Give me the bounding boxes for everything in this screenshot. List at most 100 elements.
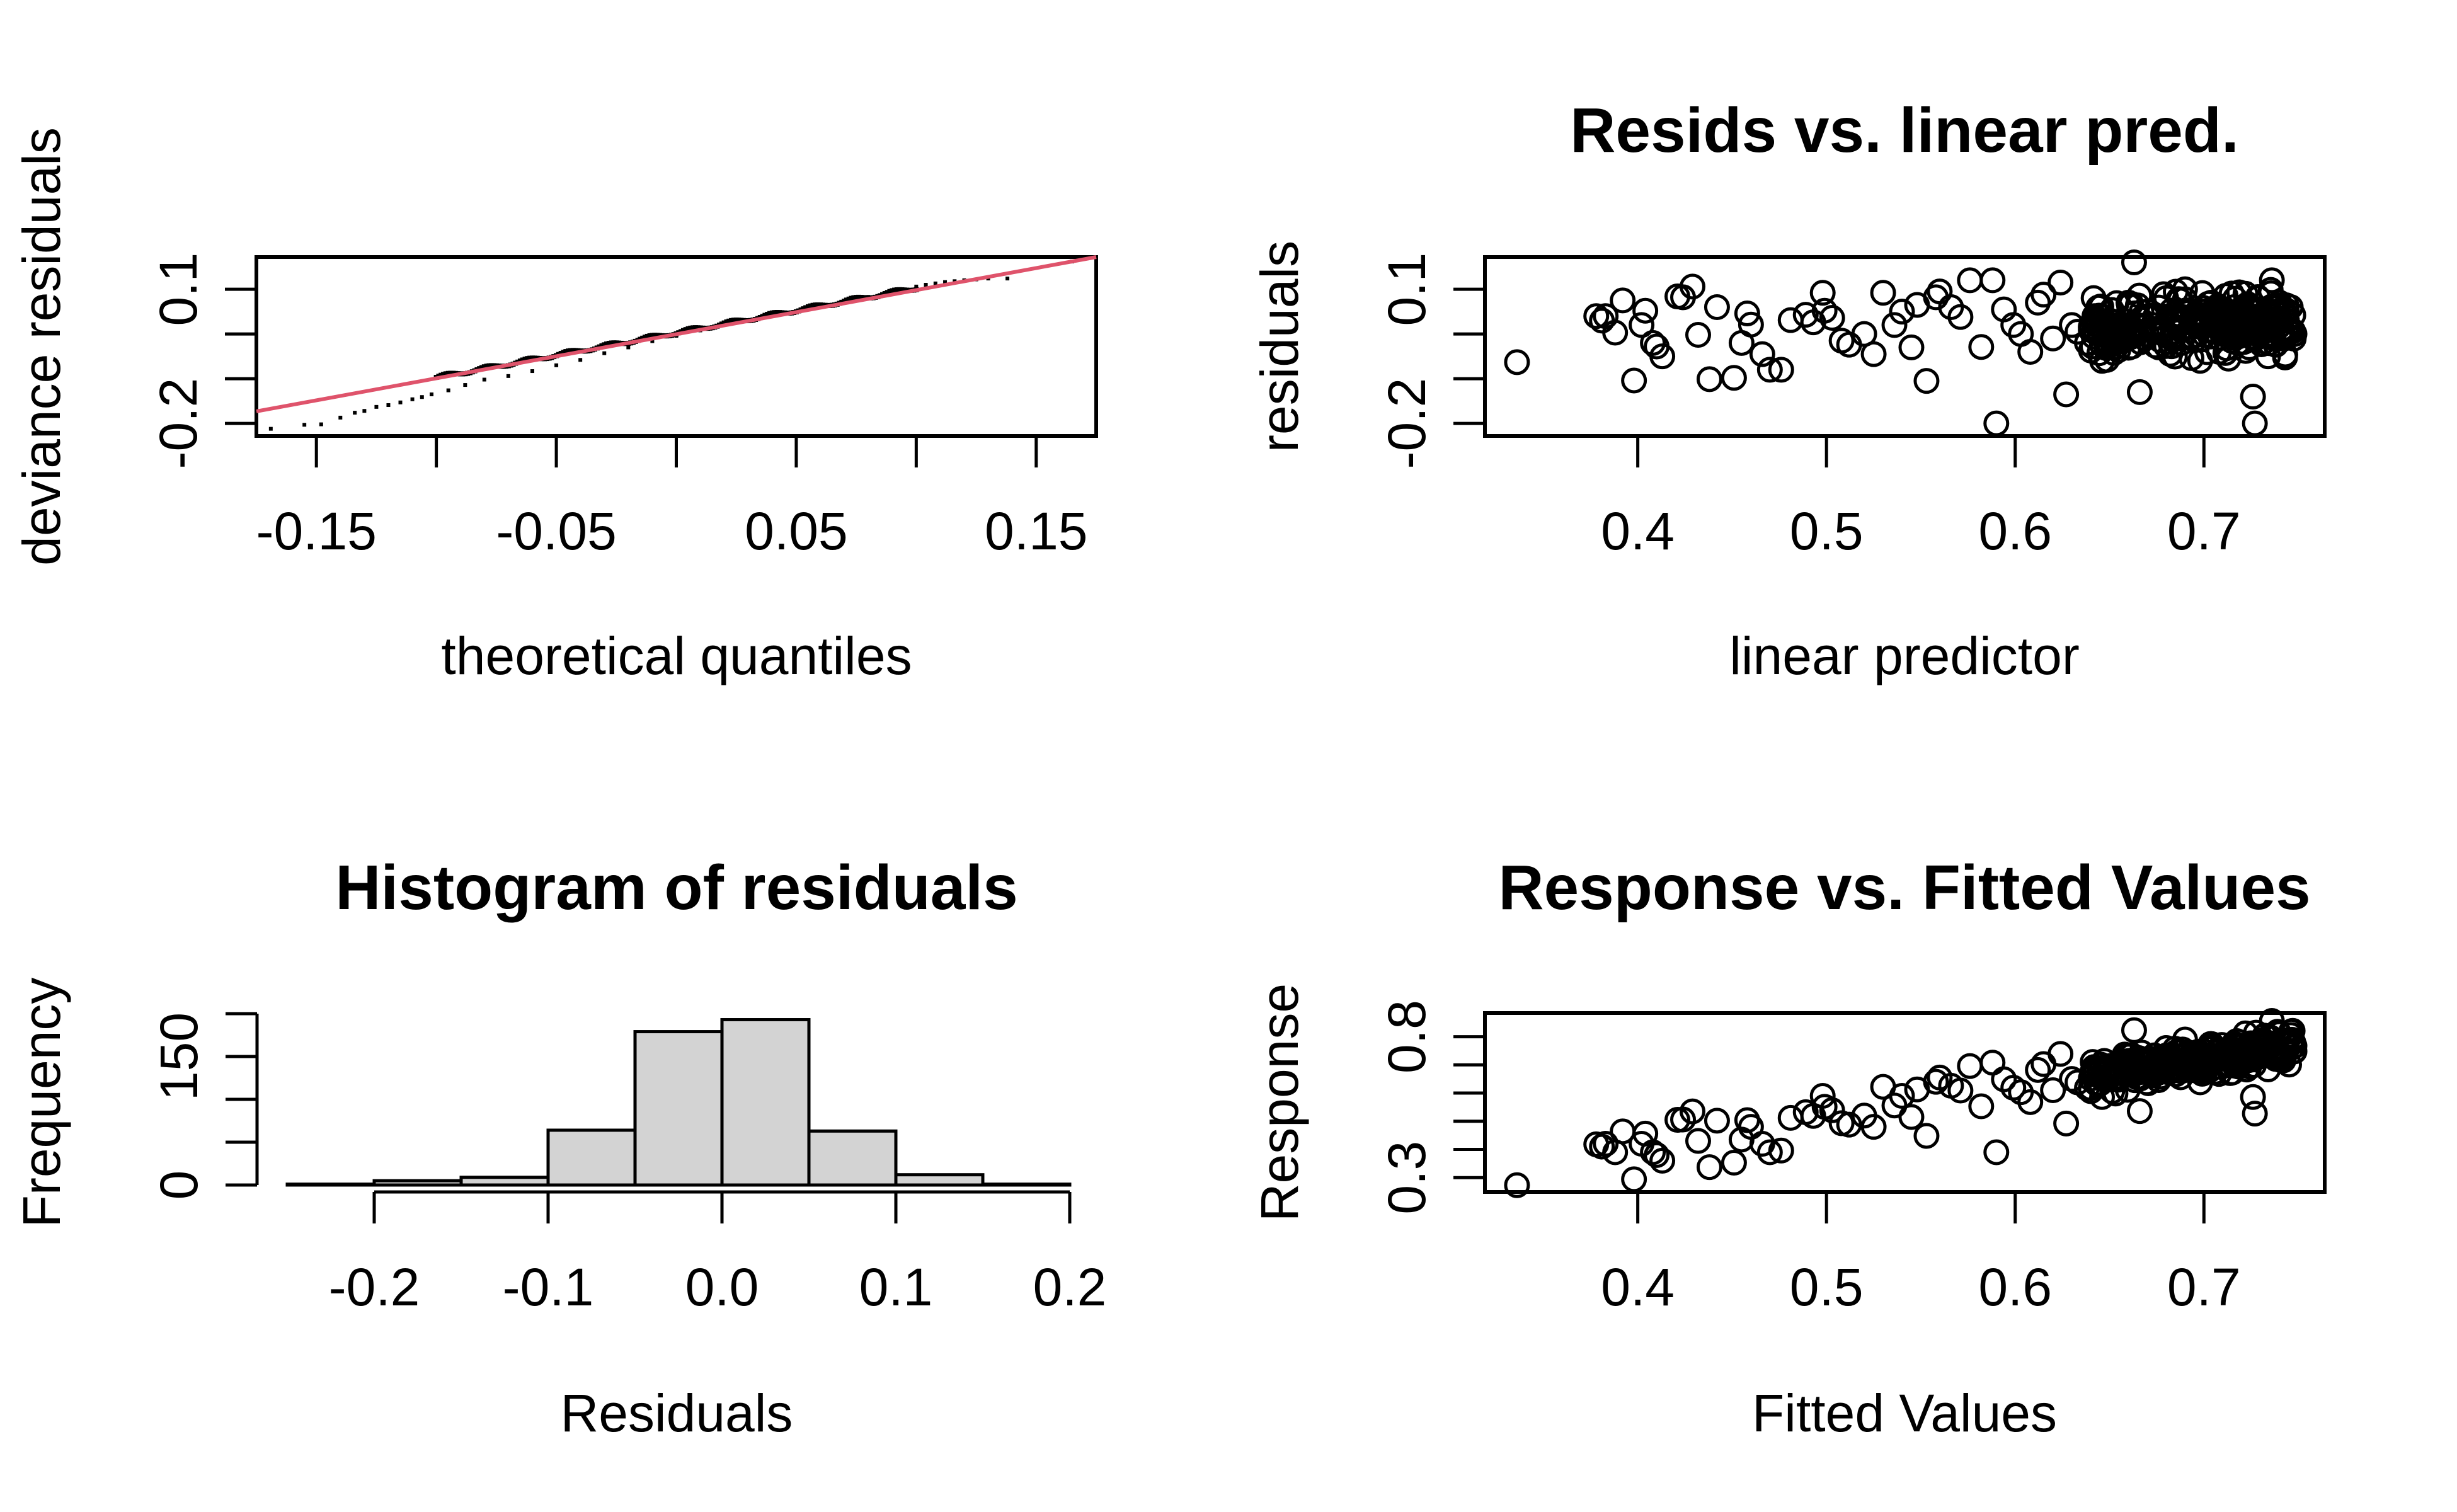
histogram-bar xyxy=(633,1030,724,1187)
resid-vs-lp-point xyxy=(1504,349,1530,375)
resid-vs-lp-point xyxy=(1881,312,1908,338)
resid-vs-lp-point xyxy=(2240,384,2266,410)
resid-vs-lp-x-tick-label: 0.6 xyxy=(1978,501,2052,561)
qq-point xyxy=(578,358,583,362)
histogram-bars xyxy=(285,1018,1072,1187)
qq-ylabel: deviance residuals xyxy=(12,127,71,566)
response-vs-fitted-point xyxy=(2170,1036,2196,1063)
resid-vs-lp-point xyxy=(2187,326,2214,353)
histogram-x-tick-label: 0.1 xyxy=(859,1257,933,1317)
resid-vs-lp-point xyxy=(2249,319,2276,345)
response-vs-fitted-y-tick-label: 0.8 xyxy=(1377,1000,1436,1074)
resid-vs-lp-x-tick-label: 0.5 xyxy=(1790,501,1864,561)
response-vs-fitted-panel: Response vs. Fitted Values Response Fitt… xyxy=(1250,852,2327,1443)
response-vs-fitted-point xyxy=(2121,1017,2147,1043)
resid-vs-lp-point xyxy=(1738,311,1764,338)
qq-point xyxy=(626,345,631,350)
qq-reference-line xyxy=(256,255,1097,413)
resid-vs-lp-x-tick-label: 0.4 xyxy=(1601,501,1675,561)
response-vs-fitted-point xyxy=(1621,1166,1647,1193)
qq-x-tick-label: 0.05 xyxy=(745,501,848,561)
response-vs-fitted-point xyxy=(2116,1051,2143,1077)
resid-vs-lp-xlabel: linear predictor xyxy=(1729,626,2080,685)
response-vs-fitted-point xyxy=(1968,1093,1995,1120)
response-vs-fitted-point xyxy=(1504,1172,1530,1198)
histogram-bar xyxy=(720,1018,811,1187)
qq-point xyxy=(924,283,928,287)
response-vs-fitted-point xyxy=(1898,1104,1925,1130)
resid-vs-lp-point xyxy=(1947,304,1974,330)
response-vs-fitted-point xyxy=(1889,1082,1915,1109)
qq-point xyxy=(398,400,403,404)
resid-vs-lp-point xyxy=(1968,334,1995,360)
histogram-xlabel: Residuals xyxy=(561,1383,793,1443)
resid-vs-lp-point xyxy=(1792,302,1819,328)
resid-vs-lp-point xyxy=(1680,273,1706,300)
resid-vs-lp-point xyxy=(2259,267,2285,294)
resid-vs-lp-point xyxy=(1704,294,1730,321)
resid-vs-lp-point xyxy=(1889,299,1915,325)
histogram-bar xyxy=(807,1129,898,1187)
response-vs-fitted-point xyxy=(2250,1033,2276,1060)
resid-vs-lp-x-tick-label: 0.7 xyxy=(2167,501,2241,561)
resid-vs-lp-point xyxy=(1913,368,1940,394)
histogram-x-tick-label: 0.0 xyxy=(685,1257,759,1317)
qq-point xyxy=(943,280,948,284)
resid-vs-lp-point xyxy=(2124,292,2151,319)
response-vs-fitted-point xyxy=(2205,1045,2231,1071)
resid-vs-lp-point xyxy=(2126,379,2153,405)
histogram-bar xyxy=(372,1179,463,1187)
histogram-bar xyxy=(285,1183,376,1187)
resid-vs-linear-pred-panel: Resids vs. linear pred. residuals linear… xyxy=(1250,95,2327,685)
qq-point xyxy=(446,388,450,392)
response-vs-fitted-x-tick-label: 0.7 xyxy=(2167,1257,2241,1317)
response-vs-fitted-point xyxy=(1819,1097,1845,1123)
histogram-x-tick-label: -0.1 xyxy=(503,1257,594,1317)
response-vs-fitted-point xyxy=(1860,1114,1887,1140)
qq-x-tick-label: 0.15 xyxy=(985,501,1088,561)
response-vs-fitted-point xyxy=(1756,1139,1783,1166)
response-vs-fitted-title: Response vs. Fitted Values xyxy=(1498,852,2310,923)
response-vs-fitted-point xyxy=(1589,1133,1615,1160)
response-vs-fitted-point xyxy=(2114,1077,2141,1103)
qq-point xyxy=(463,383,467,387)
resid-vs-lp-point xyxy=(2121,249,2147,276)
resid-vs-lp-point xyxy=(1696,366,1722,392)
response-vs-fitted-point xyxy=(1913,1123,1940,1149)
response-vs-fitted-point xyxy=(2151,1057,2178,1083)
response-vs-fitted-point xyxy=(2040,1077,2066,1104)
resid-vs-lp-point xyxy=(1632,297,1659,324)
qq-point xyxy=(353,411,357,415)
resid-vs-lp-point xyxy=(2208,315,2235,341)
resid-vs-lp-point xyxy=(1983,410,2010,437)
response-vs-fitted-x-tick-label: 0.6 xyxy=(1978,1257,2052,1317)
histogram-x-tick-label: 0.2 xyxy=(1033,1257,1107,1317)
histogram-bar xyxy=(894,1173,985,1187)
histogram-x-tick-label: -0.2 xyxy=(329,1257,420,1317)
resid-vs-lp-point xyxy=(2215,345,2242,372)
qq-point xyxy=(530,369,534,374)
resid-vs-lp-point xyxy=(1649,343,1676,370)
resid-vs-lp-point xyxy=(1721,365,1747,391)
response-vs-fitted-point xyxy=(1983,1139,2010,1166)
resid-vs-lp-point xyxy=(2151,281,2177,307)
resid-vs-lp-point xyxy=(1640,329,1666,356)
qq-point xyxy=(430,392,434,396)
histogram-ylabel: Frequency xyxy=(12,978,71,1228)
response-vs-fitted-point xyxy=(2080,1049,2106,1075)
resid-vs-lp-point xyxy=(2030,282,2057,308)
response-vs-fitted-point xyxy=(1680,1098,1706,1125)
qq-point xyxy=(554,363,559,367)
resid-vs-lp-point xyxy=(2095,313,2121,340)
response-vs-fitted-point xyxy=(1836,1111,1862,1138)
resid-vs-lp-point xyxy=(1685,322,1711,348)
qq-point xyxy=(386,403,391,408)
resid-vs-lp-point xyxy=(1734,300,1760,326)
resid-vs-lp-point xyxy=(1756,357,1783,383)
resid-vs-lp-point xyxy=(2082,307,2108,334)
resid-vs-lp-y-tick-label: -0.2 xyxy=(1377,378,1436,469)
response-vs-fitted-point xyxy=(2231,1046,2257,1072)
resid-vs-lp-point xyxy=(2048,269,2074,295)
